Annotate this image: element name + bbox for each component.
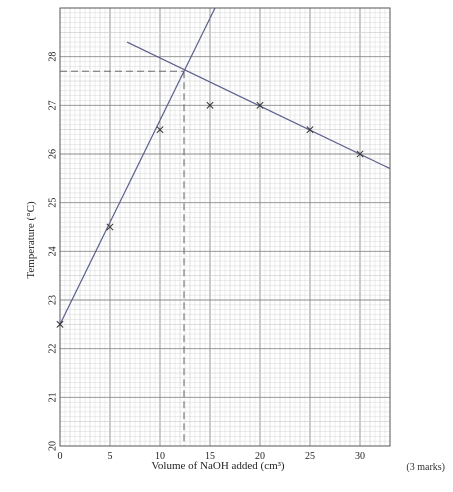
x-axis-title: Volume of NaOH added (cm³) [151,460,285,472]
data-point-stroke [56,320,64,328]
x-tick-label: 10 [155,451,165,462]
y-axis-title: Temperature (°C) [25,201,37,279]
y-tick-label: 23 [47,295,58,305]
marks-label: (3 marks) [406,462,445,473]
data-point [56,320,64,328]
data-point [106,223,114,231]
x-tick-label: 30 [355,451,365,462]
y-tick-label: 28 [47,52,58,62]
data-point-stroke [356,150,364,158]
data-point-stroke [156,126,164,134]
trend-line-1 [59,7,216,325]
x-tick-label: 20 [255,451,265,462]
x-tick-label: 0 [58,451,63,462]
trend-line-2 [126,41,391,170]
y-tick-label: 26 [47,149,58,159]
tick-labels: 0 5 10 15 20 25 30 20 21 22 23 24 25 26 27 28 [47,52,365,462]
plot-frame [59,7,391,447]
data-point-stroke [306,126,314,134]
y-tick-label: 25 [47,198,58,208]
intersection-guides [60,70,185,446]
data-point-stroke [256,101,264,109]
data-point [256,101,264,109]
x-tick-label: 25 [305,451,315,462]
y-tick-label: 20 [47,441,58,451]
data-point [306,126,314,134]
x-tick-label: 5 [108,451,113,462]
data-point [356,150,364,158]
y-tick-label: 24 [47,246,58,256]
grid [59,7,391,447]
y-tick-label: 22 [47,344,58,354]
data-point [206,101,214,109]
y-tick-label: 21 [47,392,58,402]
data-point-stroke [106,223,114,231]
data-point [156,126,164,134]
data-point-stroke [206,101,214,109]
y-tick-label: 27 [47,100,58,110]
data-points [56,101,364,328]
x-tick-label: 15 [205,451,215,462]
trend-lines [59,7,391,325]
